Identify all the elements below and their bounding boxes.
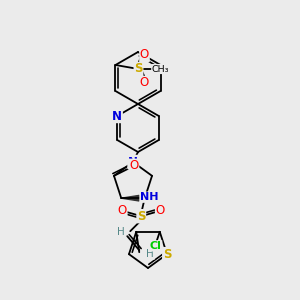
Text: S: S bbox=[137, 210, 146, 223]
Text: S: S bbox=[163, 248, 171, 261]
Text: H: H bbox=[146, 249, 154, 259]
Text: H: H bbox=[117, 227, 125, 237]
Text: Cl: Cl bbox=[150, 241, 162, 251]
Text: N: N bbox=[112, 110, 122, 122]
Text: NH: NH bbox=[140, 192, 158, 202]
Text: O: O bbox=[118, 204, 127, 217]
Text: O: O bbox=[140, 49, 149, 62]
Text: O: O bbox=[129, 159, 139, 172]
Text: O: O bbox=[140, 76, 149, 89]
Text: O: O bbox=[156, 204, 165, 217]
Text: CH₃: CH₃ bbox=[152, 64, 169, 74]
Text: N: N bbox=[128, 155, 138, 169]
Polygon shape bbox=[121, 195, 139, 201]
Text: S: S bbox=[134, 62, 143, 76]
